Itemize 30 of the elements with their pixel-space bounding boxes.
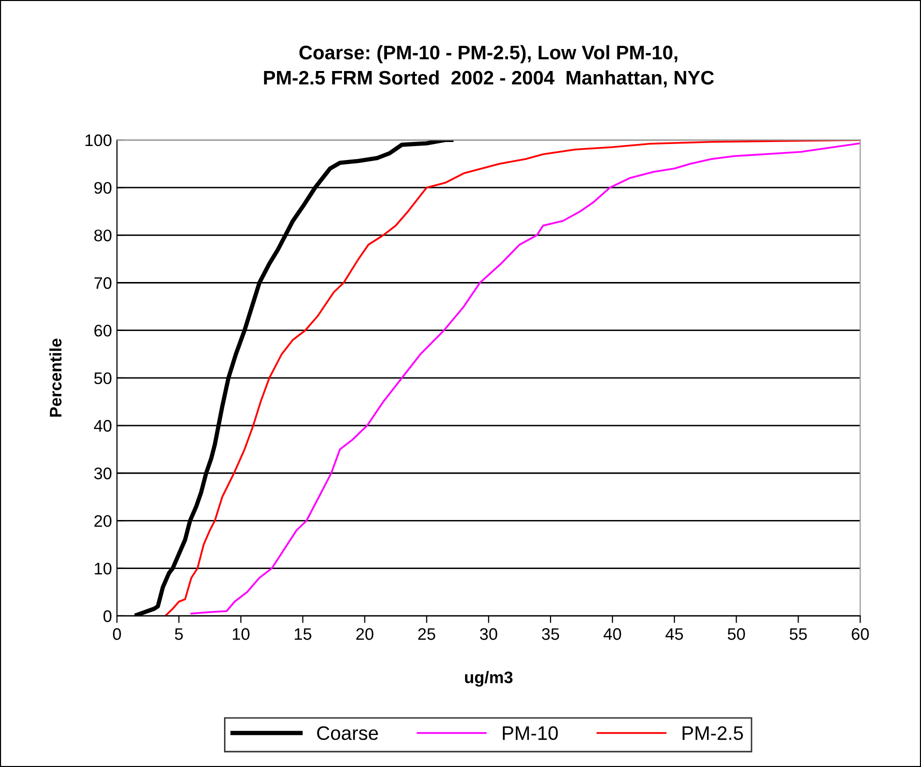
y-tick-label: 0 [103,610,112,622]
x-tick-label: 55 [790,628,807,640]
x-tick-label: 30 [480,628,498,640]
x-tick-label: 35 [542,628,560,640]
y-tick-label: 90 [94,182,112,194]
x-tick-label: 40 [604,628,622,640]
x-tick-label: 0 [112,628,121,640]
y-tick-label: 80 [94,230,112,242]
x-tick-label: 25 [418,628,436,640]
x-tick-label: 45 [666,628,683,640]
x-tick-label: 60 [852,628,869,640]
y-tick-label: 60 [94,324,112,337]
y-tick-label: 50 [94,372,112,384]
x-tick-label: 50 [728,628,745,640]
y-tick-label: 70 [94,277,112,289]
x-axis-title: ug/m3 [465,671,513,687]
x-tick-label: 15 [294,628,312,640]
y-tick-label: 10 [94,562,112,575]
legend-label: PM-2.5 [682,726,743,740]
y-tick-label: 40 [94,420,112,432]
legend-label: PM-10 [502,726,558,740]
x-tick-label: 5 [174,628,183,640]
y-tick-label: 100 [86,134,112,146]
x-tick-label: 10 [232,628,250,640]
y-tick-label: 30 [94,468,112,480]
y-tick-label: 20 [94,515,112,527]
y-axis-title: Percentile [49,338,62,417]
chart-title: Coarse: (PM-10 - PM-2.5), Low Vol PM-10, PM-2.5 FRM Sorted 2002 - 2004 Manhattan, NYC [264,45,714,88]
x-tick-label: 20 [356,628,374,640]
legend-label: Coarse [317,726,378,740]
